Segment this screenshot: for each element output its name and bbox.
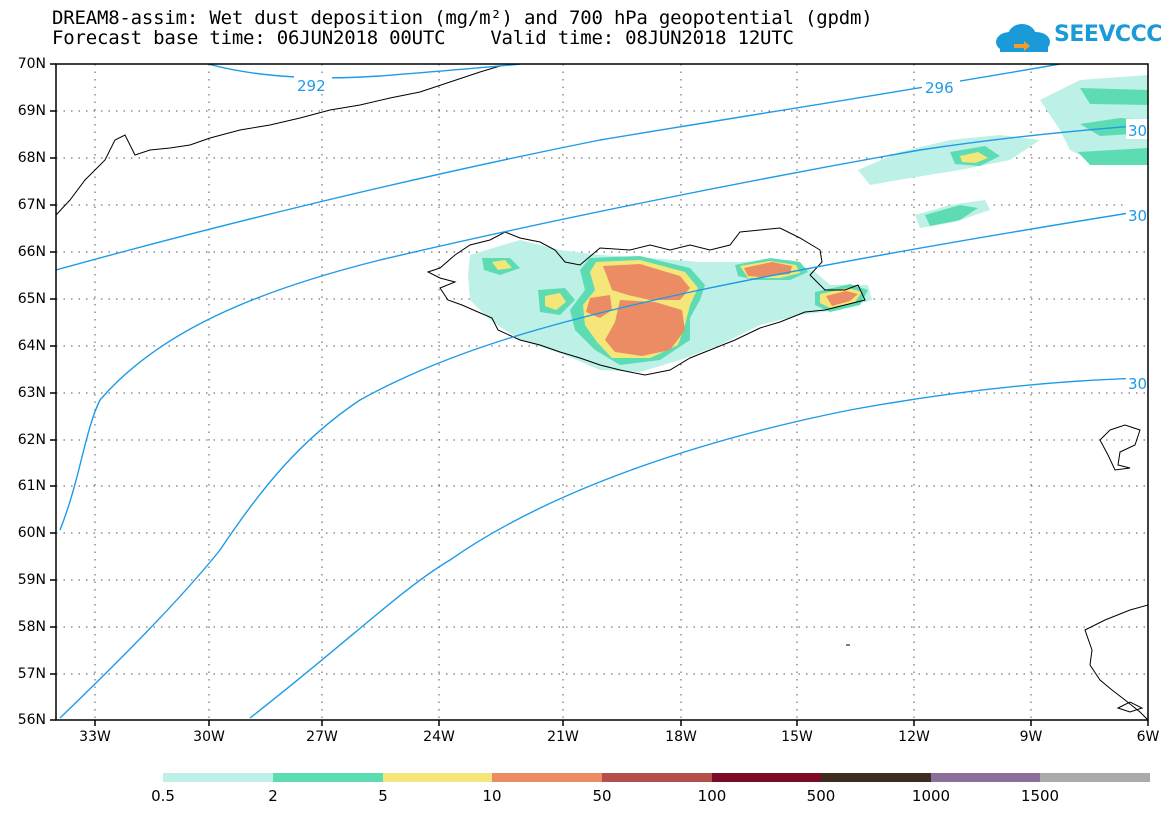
colorbar-swatch-7 — [931, 773, 1040, 782]
map-frame — [55, 63, 1149, 721]
coastlines — [56, 65, 1148, 720]
lat-label: 67N — [17, 197, 46, 213]
lon-label: 15W — [781, 729, 813, 745]
lat-label: 70N — [17, 56, 46, 72]
colorbar-label: 500 — [806, 787, 836, 805]
colorbar-swatch-2 — [383, 773, 492, 782]
lat-label: 69N — [17, 103, 46, 119]
map-title-line2: Forecast base time: 06JUN2018 00UTC Vali… — [52, 27, 794, 49]
colorbar-label: 50 — [592, 787, 612, 805]
lon-label: 6W — [1136, 729, 1160, 745]
colorbar-swatch-8 — [1040, 773, 1150, 782]
logo-text: SEEVCCC — [1054, 22, 1162, 47]
lon-label: 30W — [193, 729, 225, 745]
colorbar-label: 1500 — [1020, 787, 1060, 805]
lon-label: 24W — [423, 729, 455, 745]
colorbar-label: 1000 — [911, 787, 951, 805]
contour-label-30-a: 30 — [1128, 122, 1147, 140]
colorbar-label: 10 — [482, 787, 502, 805]
axis-ticks — [50, 63, 1149, 726]
lat-label: 59N — [17, 572, 46, 588]
lat-label: 57N — [17, 666, 46, 682]
lat-label: 66N — [17, 244, 46, 260]
colorbar-label: 100 — [697, 787, 727, 805]
map-title-line1: DREAM8-assim: Wet dust deposition (mg/m²… — [52, 7, 873, 29]
contour-label-296: 296 — [925, 79, 954, 97]
colorbar-label: 2 — [268, 787, 278, 805]
colorbar-swatch-1 — [273, 773, 383, 782]
lon-label: 21W — [547, 729, 579, 745]
lat-label: 68N — [17, 150, 46, 166]
cloud-icon — [996, 24, 1050, 52]
lat-label: 56N — [17, 712, 46, 728]
lon-label: 12W — [898, 729, 930, 745]
lon-label: 33W — [79, 729, 111, 745]
contour-labels: 292 296 30 30 30 — [297, 77, 1147, 393]
lat-label: 60N — [17, 525, 46, 541]
contour-label-30-c: 30 — [1128, 375, 1147, 393]
contour-label-292: 292 — [297, 77, 326, 95]
deposition-0.5-layer — [468, 75, 1148, 372]
lat-label: 58N — [17, 619, 46, 635]
colorbar-swatch-5 — [712, 773, 821, 782]
colorbar — [163, 773, 1150, 782]
lat-label: 64N — [17, 338, 46, 354]
lon-label: 9W — [1019, 729, 1043, 745]
deposition-10-layer — [586, 262, 858, 356]
colorbar-swatch-6 — [821, 773, 931, 782]
lat-label: 63N — [17, 385, 46, 401]
geopotential-contours — [56, 64, 1148, 719]
seevccc-logo — [996, 24, 1050, 52]
contour-label-30-b: 30 — [1128, 207, 1147, 225]
colorbar-label: 5 — [378, 787, 388, 805]
colorbar-swatch-4 — [602, 773, 712, 782]
lat-label: 62N — [17, 432, 46, 448]
lon-label: 27W — [306, 729, 338, 745]
colorbar-swatch-3 — [492, 773, 602, 782]
lon-label: 18W — [665, 729, 697, 745]
colorbar-swatch-0 — [163, 773, 273, 782]
lat-label: 61N — [17, 478, 46, 494]
colorbar-label: 0.5 — [151, 787, 175, 805]
lat-label: 65N — [17, 291, 46, 307]
